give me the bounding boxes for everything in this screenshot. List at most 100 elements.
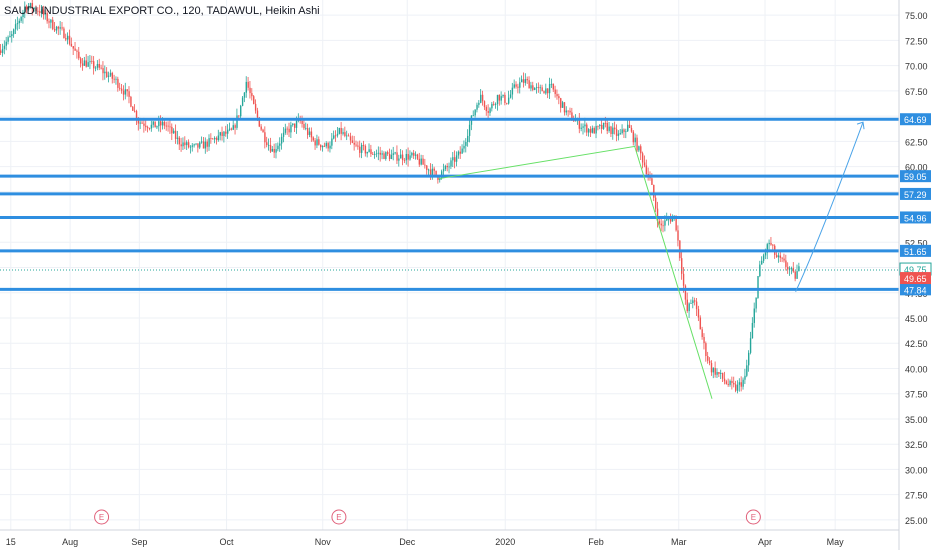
candle-body	[502, 94, 504, 97]
candle-body	[560, 98, 562, 108]
candle-body	[227, 129, 229, 134]
candle-body	[5, 41, 7, 46]
candle-body	[364, 145, 367, 154]
candle-body	[40, 9, 43, 14]
candle-body	[701, 329, 703, 337]
candle-body	[405, 154, 408, 161]
candle-body	[506, 102, 508, 104]
price-tick-label: 67.50	[905, 87, 928, 97]
candle-body	[107, 75, 110, 77]
time-tick-label: Apr	[758, 537, 772, 547]
candle-body	[433, 168, 435, 171]
candle-body	[768, 242, 770, 245]
candle-body	[48, 21, 50, 23]
candle-body	[684, 285, 687, 300]
candle-body	[444, 166, 447, 170]
candle-body	[610, 126, 612, 134]
level-badge	[900, 170, 931, 183]
time-axis: 15 Aug Sep Oct Nov Dec 2020 Feb Mar Apr May	[0, 529, 899, 547]
candle-body	[556, 94, 558, 97]
candle-body	[493, 103, 495, 105]
candle-body	[554, 89, 556, 95]
candle-body	[98, 64, 101, 68]
candle-body	[595, 125, 597, 134]
candle-body	[394, 152, 396, 154]
price-tag-label: 49.65	[904, 274, 927, 284]
candle-body	[772, 244, 774, 246]
candle-body	[491, 103, 493, 109]
candle-body	[578, 119, 581, 129]
candle-body	[707, 356, 709, 361]
horizontal-levels	[0, 117, 899, 291]
candle-body	[55, 26, 58, 31]
candle-body	[731, 380, 733, 383]
candle-body	[604, 122, 607, 124]
candle-body	[240, 105, 242, 117]
candle-body	[582, 126, 584, 128]
candle-body	[718, 371, 720, 374]
candle-body	[132, 106, 134, 111]
candle-body	[785, 260, 787, 267]
candle-body	[267, 144, 270, 146]
candle-body	[748, 352, 750, 366]
candles	[0, 0, 800, 394]
candle-body	[593, 128, 595, 134]
candle-body	[454, 157, 456, 162]
candle-body	[749, 338, 752, 353]
price-tag-label: 49.75	[904, 265, 927, 275]
time-tick-label: Feb	[588, 537, 604, 547]
candle-body	[761, 260, 763, 265]
candle-body	[744, 375, 746, 380]
candle-body	[710, 362, 713, 373]
earnings-marker	[94, 509, 110, 525]
level-badge-label: 54.96	[904, 213, 927, 223]
candle-body	[323, 145, 326, 147]
candle-body	[230, 128, 233, 130]
candle-body	[139, 122, 141, 124]
candle-body	[651, 178, 653, 185]
candle-body	[474, 109, 476, 116]
candle-body	[463, 145, 465, 149]
candle-body	[65, 38, 67, 40]
candle-body	[81, 63, 84, 66]
candle-body	[424, 164, 426, 166]
candle-body	[612, 127, 614, 134]
candle-body	[788, 268, 791, 270]
candle-body	[37, 10, 39, 12]
candle-body	[59, 27, 61, 29]
candle-body	[543, 91, 545, 94]
candle-body	[353, 142, 355, 145]
candle-body	[632, 131, 635, 143]
candle-body	[446, 166, 448, 168]
candle-body	[206, 141, 208, 147]
candle-body	[39, 11, 41, 14]
candle-body	[666, 218, 668, 221]
candle-body	[89, 61, 91, 63]
candle-body	[487, 111, 489, 113]
candle-body	[658, 221, 661, 224]
candle-body	[42, 9, 45, 15]
candle-body	[498, 94, 501, 101]
price-tick-label: 60.00	[905, 163, 928, 173]
price-tick-label: 45.00	[905, 314, 928, 324]
candle-body	[528, 80, 530, 89]
candle-body	[630, 127, 633, 132]
candle-body	[746, 365, 748, 376]
candle-body	[398, 158, 400, 161]
candle-body	[106, 71, 108, 77]
candle-body	[264, 132, 266, 143]
candle-body	[126, 89, 128, 92]
level-badge-label: 51.65	[904, 247, 927, 257]
candle-body	[213, 137, 216, 140]
candle-body	[392, 153, 395, 155]
candle-body	[184, 142, 186, 146]
candle-body	[667, 218, 670, 220]
candle-body	[580, 127, 582, 129]
green-trend-line	[438, 145, 713, 399]
candle-body	[521, 79, 523, 83]
candle-body	[46, 12, 48, 22]
candle-body	[160, 121, 162, 126]
candle-body	[675, 215, 677, 231]
